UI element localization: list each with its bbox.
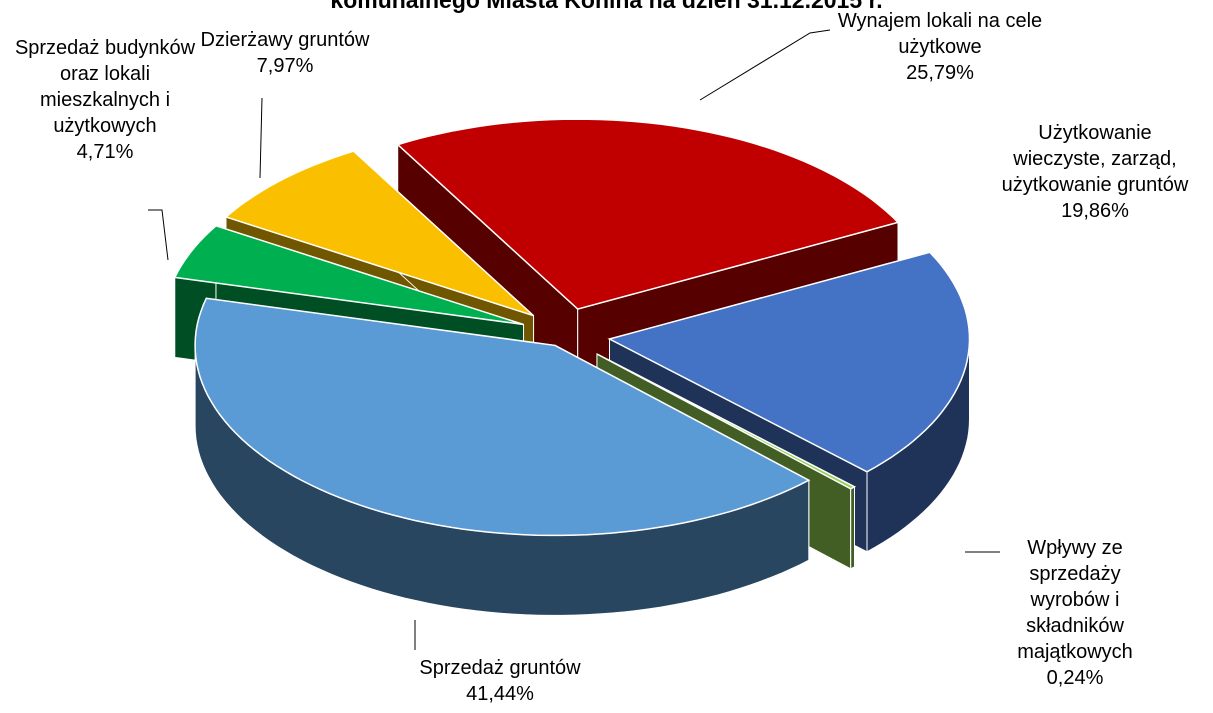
category-name: Wynajem lokali na cele użytkowe [837, 10, 1043, 58]
slice-top [224, 150, 535, 317]
slice-top [194, 297, 811, 537]
leader-line [259, 97, 263, 179]
category-name: Sprzedaż budynków oraz lokali mieszkalny… [14, 37, 196, 137]
slice-wall [850, 485, 855, 570]
slice-label: Dzierżawy gruntów 7,97% [175, 27, 395, 79]
slice [194, 297, 811, 616]
slice-top [596, 353, 857, 490]
slice-label: Użytkowanie wieczyste, zarząd, użytkowan… [995, 120, 1195, 224]
value-label: 7,97% [256, 55, 314, 77]
slice-label: Sprzedaż budynków oraz lokali mieszkalny… [5, 35, 205, 165]
chart-title: komunalnego Miasta Konina na dzień 31.12… [330, 0, 883, 13]
category-name: Wpływy ze sprzedaży wyrobów i składników… [1017, 537, 1133, 663]
category-name: Użytkowanie wieczyste, zarząd, użytkowan… [1001, 122, 1189, 196]
value-label: 0,24% [1046, 667, 1104, 689]
value-label: 41,44% [466, 683, 534, 705]
slice-top [607, 251, 971, 473]
slice-top [173, 224, 524, 326]
category-name: Sprzedaż gruntów [419, 657, 581, 679]
slice-top [396, 118, 900, 310]
category-name: Dzierżawy gruntów [200, 29, 370, 51]
value-label: 19,86% [1061, 200, 1129, 222]
slice-label: Sprzedaż gruntów 41,44% [350, 655, 650, 707]
leader-line [699, 29, 831, 101]
slice-label: Wynajem lokali na cele użytkowe 25,79% [815, 8, 1065, 86]
leader-line [148, 209, 169, 261]
slice-label: Wpływy ze sprzedaży wyrobów i składników… [990, 535, 1160, 691]
value-label: 4,71% [76, 141, 134, 163]
value-label: 25,79% [906, 62, 974, 84]
